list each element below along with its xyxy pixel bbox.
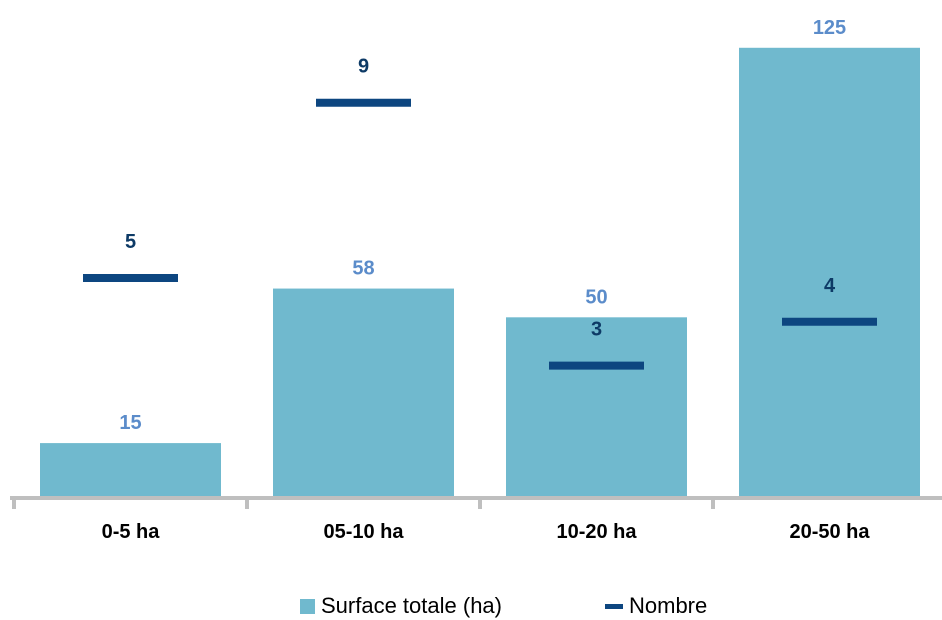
- bar-surface: [273, 288, 454, 497]
- marker-value-label: 3: [591, 319, 602, 341]
- marker-value-label: 9: [358, 56, 369, 78]
- legend-swatch-surface: [300, 598, 315, 614]
- marker-value-label: 5: [125, 231, 136, 253]
- bar-value-label: 125: [813, 17, 846, 39]
- legend-item-nombre: Nombre: [605, 593, 708, 618]
- bar-value-label: 50: [585, 286, 607, 308]
- labels-layer: 15 5 0-5 ha 58 9 05-10 ha 50 3 10-20 ha 125 4 20-50…: [102, 17, 871, 543]
- legend-swatch-nombre: [605, 603, 623, 609]
- markers-layer: [83, 98, 877, 370]
- x-tick-label: 0-5 ha: [102, 521, 161, 543]
- bar-surface: [40, 443, 221, 497]
- x-tick-label: 05-10 ha: [323, 521, 404, 543]
- bars-layer: [40, 47, 920, 497]
- legend-item-surface: Surface totale (ha): [300, 593, 502, 618]
- marker-value-label: 4: [824, 275, 836, 297]
- bar-surface: [506, 317, 687, 497]
- x-axis: [10, 496, 942, 509]
- bar-surface: [739, 47, 920, 497]
- legend-label-nombre: Nombre: [629, 593, 708, 618]
- legend-label-surface: Surface totale (ha): [321, 593, 502, 618]
- bar-value-label: 58: [352, 258, 374, 280]
- bar-value-label: 15: [119, 412, 141, 434]
- x-tick-label: 20-50 ha: [789, 521, 870, 543]
- chart: 15 5 0-5 ha 58 9 05-10 ha 50 3 10-20 ha 125 4 20-50…: [10, 17, 942, 543]
- legend: Surface totale (ha) Nombre: [0, 590, 942, 620]
- x-tick-label: 10-20 ha: [556, 521, 637, 543]
